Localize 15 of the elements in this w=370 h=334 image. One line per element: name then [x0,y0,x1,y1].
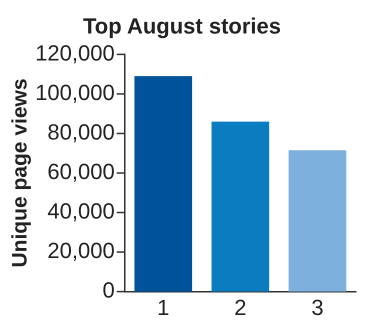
y-tick-label: 100,000 [35,80,115,105]
y-tick-label: 0 [102,278,115,303]
y-axis-title: Unique page views [8,78,32,268]
bar [212,122,270,292]
y-tick-label: 20,000 [47,238,115,264]
y-tick-label: 120,000 [35,40,115,66]
y-tick-label: 80,000 [47,120,115,145]
bar [288,150,346,292]
x-tick-label: 3 [311,294,324,320]
y-tick-label: 40,000 [47,198,115,224]
x-tick-label: 1 [157,294,170,320]
bar [134,76,192,292]
y-tick-label: 60,000 [47,159,115,184]
chart-title: Top August stories [83,13,281,38]
x-tick-label: 2 [234,294,246,320]
